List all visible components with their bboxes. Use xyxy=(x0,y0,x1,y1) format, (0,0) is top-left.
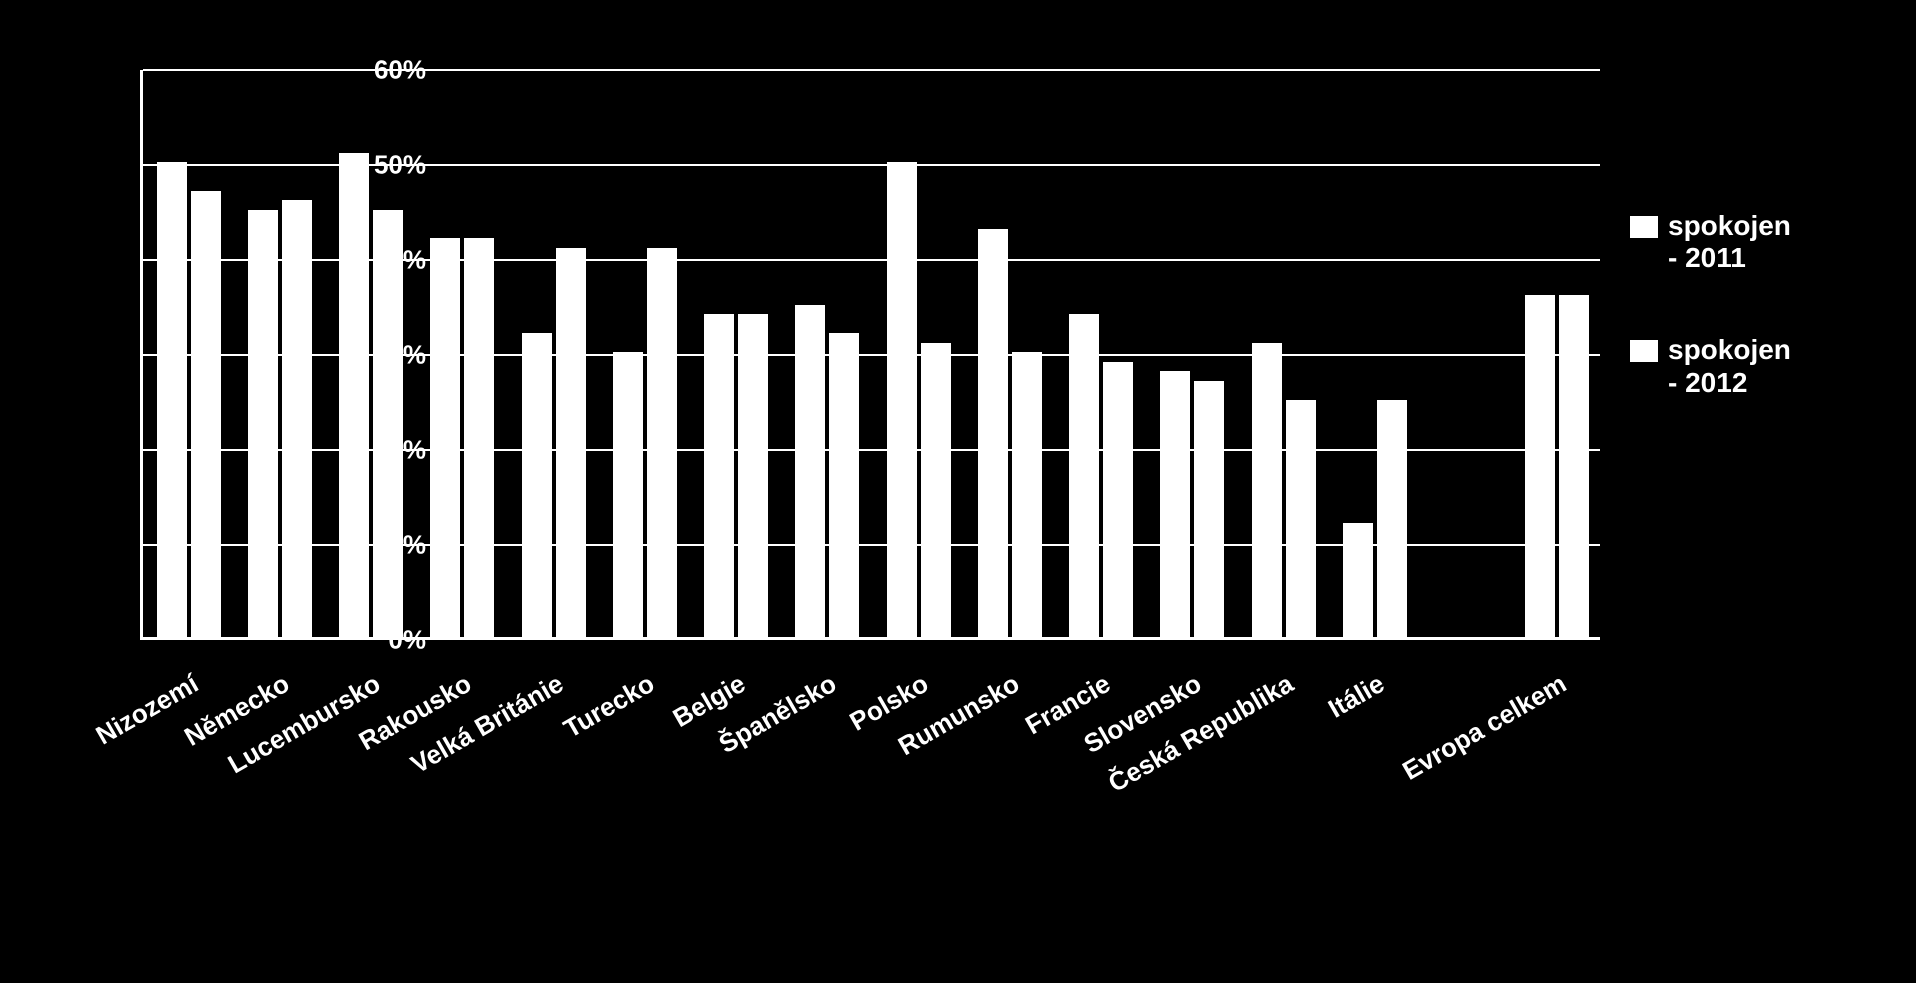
bar xyxy=(1252,343,1282,638)
bar xyxy=(647,248,677,638)
bar xyxy=(157,162,187,637)
bar xyxy=(921,343,951,638)
legend-swatch-2012 xyxy=(1630,340,1658,362)
y-tick-label: 10% xyxy=(374,530,426,561)
gridline xyxy=(143,69,1600,71)
bar xyxy=(978,229,1008,638)
bar xyxy=(1012,352,1042,637)
bar xyxy=(1559,295,1589,637)
bar xyxy=(704,314,734,637)
gridline xyxy=(143,164,1600,166)
bar xyxy=(1525,295,1555,637)
bar xyxy=(1103,362,1133,638)
bar xyxy=(191,191,221,638)
bar xyxy=(556,248,586,638)
bar xyxy=(613,352,643,637)
y-tick-label: 50% xyxy=(374,150,426,181)
legend-swatch-2011 xyxy=(1630,216,1658,238)
legend-2012-line1: spokojen xyxy=(1668,334,1791,365)
x-category-label: Evropa celkem xyxy=(1366,668,1572,805)
bar xyxy=(282,200,312,637)
bar xyxy=(1377,400,1407,638)
y-tick-label: 0% xyxy=(388,625,426,656)
legend-label-2011: spokojen - 2011 xyxy=(1668,210,1791,274)
bar xyxy=(738,314,768,637)
bar xyxy=(829,333,859,637)
bar xyxy=(1069,314,1099,637)
bar xyxy=(430,238,460,637)
bar xyxy=(1343,523,1373,637)
satisfaction-bar-chart: spokojen - 2011 spokojen - 2012 0% 10% 20%… xyxy=(20,30,1896,950)
legend-item-2011: spokojen - 2011 xyxy=(1630,210,1890,274)
y-tick-label: 20% xyxy=(374,435,426,466)
y-tick-label: 60% xyxy=(374,55,426,86)
gridline xyxy=(143,259,1600,261)
gridline xyxy=(143,544,1600,546)
legend-2011-line1: spokojen xyxy=(1668,210,1791,241)
plot-area xyxy=(140,70,1600,640)
legend-label-2012: spokojen - 2012 xyxy=(1668,334,1791,398)
legend-item-2012: spokojen - 2012 xyxy=(1630,334,1890,398)
y-tick-label: 30% xyxy=(374,340,426,371)
bar xyxy=(1160,371,1190,637)
bar xyxy=(248,210,278,638)
gridline xyxy=(143,449,1600,451)
y-tick-label: 40% xyxy=(374,245,426,276)
legend-2011-line2: - 2011 xyxy=(1668,242,1746,273)
bar xyxy=(522,333,552,637)
gridline xyxy=(143,354,1600,356)
legend: spokojen - 2011 spokojen - 2012 xyxy=(1630,210,1890,459)
bar xyxy=(464,238,494,637)
bar xyxy=(887,162,917,637)
bar xyxy=(1286,400,1316,638)
bar xyxy=(339,153,369,638)
legend-2012-line2: - 2012 xyxy=(1668,367,1747,398)
bar xyxy=(1194,381,1224,638)
